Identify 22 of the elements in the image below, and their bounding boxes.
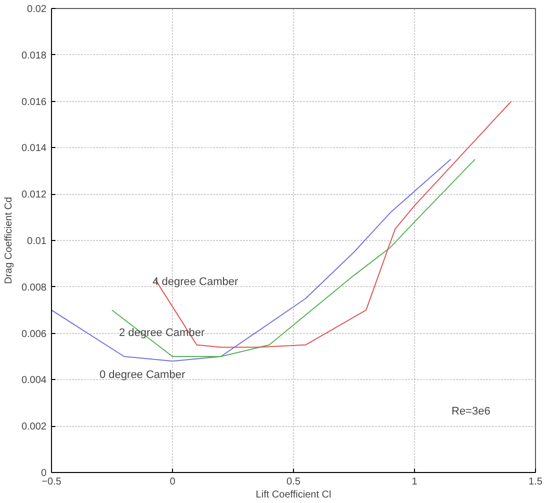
x-tick-label: −0.5 — [42, 476, 62, 488]
y-tick-label: 0.014 — [21, 143, 47, 154]
y-tick-label: 0.002 — [21, 422, 47, 433]
y-tick-label: 0 — [40, 468, 47, 479]
y-tick-label: 0.016 — [21, 96, 47, 108]
x-tick-label: 0 — [170, 476, 176, 488]
y-tick-label: 0.004 — [21, 375, 47, 386]
y-tick-label: 0.012 — [21, 190, 47, 201]
y-tick-label: 0.006 — [21, 328, 47, 340]
line-series — [112, 158, 476, 357]
y-tick-label: 0.008 — [21, 282, 47, 294]
x-tick-label: 1.5 — [528, 476, 543, 488]
x-tick-label: 1 — [412, 476, 418, 488]
series-label: 0 degree Camber — [100, 369, 186, 382]
y-tick-label: 0.02 — [27, 4, 47, 15]
line-series — [52, 158, 452, 362]
x-axis-title: Lift Coefficient Cl — [256, 490, 332, 500]
y-axis-title: Drag Coefficient Cd — [3, 196, 14, 284]
annotation: Re=3e6 — [452, 406, 490, 418]
x-tick-label: 0.5 — [286, 476, 301, 488]
y-tick-label: 0.01 — [27, 236, 47, 247]
y-tick-label: 0.018 — [21, 50, 47, 62]
